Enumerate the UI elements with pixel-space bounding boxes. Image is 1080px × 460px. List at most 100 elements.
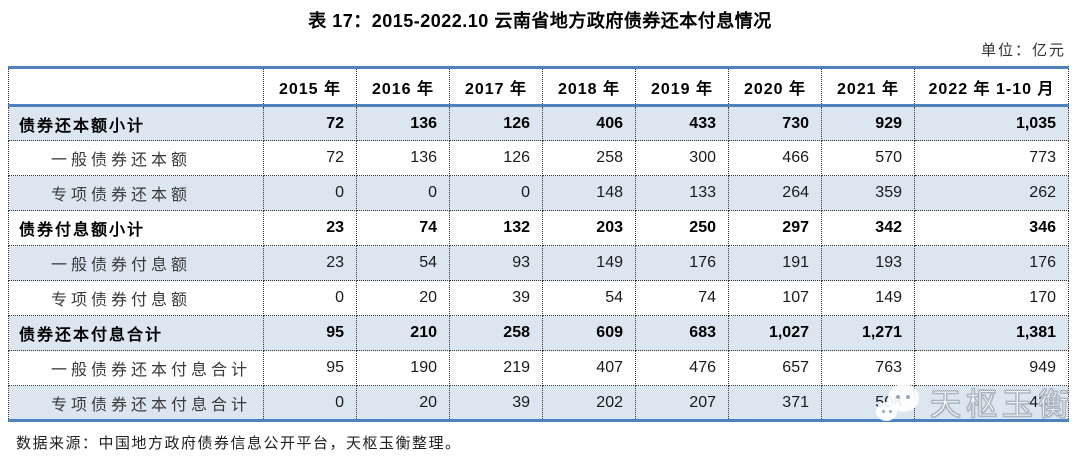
cell-value: 191 [728, 245, 822, 281]
cell-value: 203 [542, 210, 636, 246]
cell-value: 170 [914, 280, 1069, 316]
table-body: 债券还本额小计 72 136 126 406 433 730 929 1,035 一般债券还本额 7… [8, 105, 1069, 421]
cell-value: 433 [635, 105, 729, 141]
header-cell-year: 2017 年 [449, 67, 543, 107]
cell-value: 176 [635, 245, 729, 281]
row-label: 专项债券付息额 [8, 280, 264, 316]
cell-value: 262 [914, 175, 1069, 211]
header-cell-year: 2015 年 [263, 67, 357, 107]
row-label: 债券还本付息合计 [8, 315, 264, 351]
cell-value: 20 [356, 280, 450, 316]
cell-value: 300 [635, 140, 729, 176]
table-row: 专项债券还本额 0 0 0 148 133 264 359 262 [8, 175, 1069, 211]
cell-value: 342 [821, 210, 915, 246]
cell-value: 39 [449, 385, 543, 421]
table-row: 债券付息额小计 23 74 132 203 250 297 342 346 [8, 210, 1069, 246]
cell-value: 258 [449, 315, 543, 351]
cell-value: 136 [356, 140, 450, 176]
cell-value: 95 [263, 315, 357, 351]
wechat-bubbles-icon [874, 381, 926, 429]
cell-value: 258 [542, 140, 636, 176]
cell-value: 23 [263, 210, 357, 246]
table-row: 专项债券还本付息合计02039202207371508432 [8, 385, 1069, 421]
cell-value: 72 [263, 140, 357, 176]
unit-label: 单位：亿元 [980, 42, 1066, 59]
cell-value: 949 [914, 350, 1069, 386]
cell-value: 250 [635, 210, 729, 246]
cell-value: 1,271 [821, 315, 915, 351]
cell-value: 407 [542, 350, 636, 386]
cell-value: 72 [263, 105, 357, 141]
cell-value: 149 [821, 280, 915, 316]
cell-value: 264 [728, 175, 822, 211]
cell-value: 609 [542, 315, 636, 351]
cell-value: 730 [728, 105, 822, 141]
cell-value: 95 [263, 350, 357, 386]
row-label: 专项债券还本付息合计 [8, 385, 264, 421]
cell-value: 39 [449, 280, 543, 316]
cell-value: 297 [728, 210, 822, 246]
cell-value: 476 [635, 350, 729, 386]
header-cell-year: 2021 年 [821, 67, 915, 107]
cell-value: 54 [356, 245, 450, 281]
cell-value: 136 [356, 105, 450, 141]
cell-value: 0 [263, 175, 357, 211]
cell-value: 0 [263, 385, 357, 421]
cell-value: 207 [635, 385, 729, 421]
cell-value: 202 [542, 385, 636, 421]
cell-value: 219 [449, 350, 543, 386]
table-row: 一般债券付息额 23 54 93 149 176 191 193 176 [8, 245, 1069, 281]
row-label: 一般债券还本付息合计 [8, 350, 264, 386]
cell-value: 657 [728, 350, 822, 386]
watermark: 天枢玉衡 [874, 381, 1074, 429]
table-row: 一般债券还本额 72 136 126 258 300 466 570 773 [8, 140, 1069, 176]
data-table: 2015 年 2016 年 2017 年 2018 年 2019 年 2020 年 2021… [8, 66, 1069, 422]
cell-value: 132 [449, 210, 543, 246]
cell-value: 1,027 [728, 315, 822, 351]
header-cell-year: 2016 年 [356, 67, 450, 107]
cell-value: 74 [635, 280, 729, 316]
cell-value: 929 [821, 105, 915, 141]
header-cell-year: 2022 年 1-10 月 [914, 67, 1069, 107]
cell-value: 466 [728, 140, 822, 176]
header-cell-year: 2020 年 [728, 67, 822, 107]
cell-value: 54 [542, 280, 636, 316]
cell-value: 133 [635, 175, 729, 211]
cell-value: 1,381 [914, 315, 1069, 351]
cell-value: 0 [263, 280, 357, 316]
cell-value: 210 [356, 315, 450, 351]
cell-value: 359 [821, 175, 915, 211]
table-title: 表 17：2015-2022.10 云南省地方政府债券还本付息情况 [308, 11, 772, 31]
bond-repayment-table: 2015 年 2016 年 2017 年 2018 年 2019 年 2020 年 2021… [8, 66, 1069, 422]
cell-value: 1,035 [914, 105, 1069, 141]
cell-value: 683 [635, 315, 729, 351]
cell-value: 74 [356, 210, 450, 246]
cell-value: 126 [449, 140, 543, 176]
header-row: 2015 年 2016 年 2017 年 2018 年 2019 年 2020 年 2021… [8, 67, 1069, 107]
cell-value: 346 [914, 210, 1069, 246]
table-row: 债券还本额小计 72 136 126 406 433 730 929 1,035 [8, 105, 1069, 141]
cell-value: 148 [542, 175, 636, 211]
cell-value: 570 [821, 140, 915, 176]
cell-value: 0 [356, 175, 450, 211]
cell-value: 432 [914, 385, 1069, 421]
cell-value: 126 [449, 105, 543, 141]
source-note: 数据来源：中国地方政府债券信息公开平台，天枢玉衡整理。 [16, 435, 462, 452]
cell-value: 149 [542, 245, 636, 281]
cell-value: 107 [728, 280, 822, 316]
header-cell-year: 2019 年 [635, 67, 729, 107]
cell-value: 0 [449, 175, 543, 211]
row-label: 一般债券付息额 [8, 245, 264, 281]
cell-value: 371 [728, 385, 822, 421]
cell-value: 20 [356, 385, 450, 421]
row-label: 债券还本额小计 [8, 105, 264, 141]
row-label: 债券付息额小计 [8, 210, 264, 246]
row-label: 一般债券还本额 [8, 140, 264, 176]
row-label: 专项债券还本额 [8, 175, 264, 211]
cell-value: 93 [449, 245, 543, 281]
cell-value: 406 [542, 105, 636, 141]
cell-value: 23 [263, 245, 357, 281]
cell-value: 176 [914, 245, 1069, 281]
table-row: 债券还本付息合计 95 210 258 609 683 1,027 1,271 1,381 [8, 315, 1069, 351]
watermark-text: 天枢玉衡 [929, 386, 1074, 422]
